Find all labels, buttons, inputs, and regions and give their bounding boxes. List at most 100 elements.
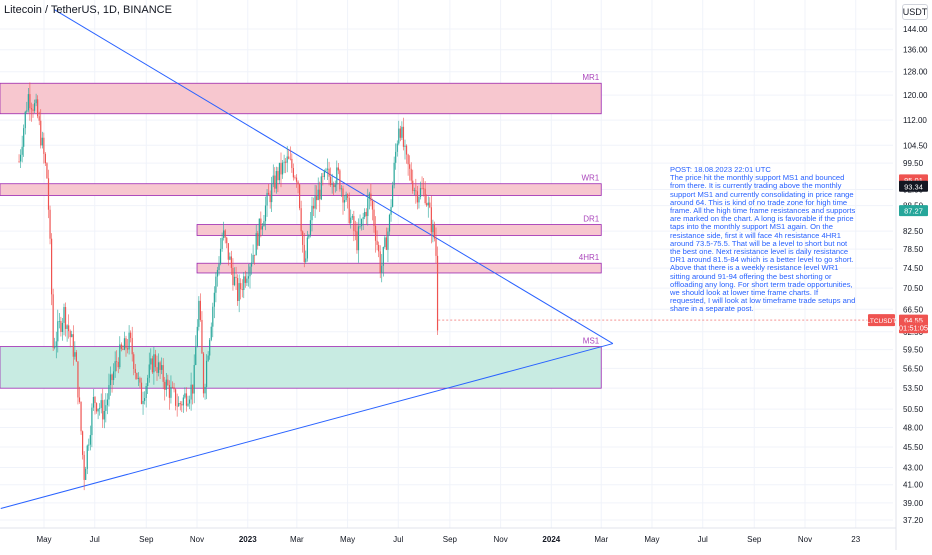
candles [18, 82, 439, 491]
candle-body [173, 387, 175, 390]
candle-body [289, 158, 291, 160]
candle-body [336, 167, 338, 185]
candle-body [333, 184, 335, 188]
candle-body [116, 361, 118, 362]
candle-body [142, 400, 144, 404]
candle-body [232, 267, 234, 286]
y-tick-label: 112.00 [903, 116, 927, 125]
y-tick-label: 104.50 [903, 141, 928, 150]
trendline [0, 343, 614, 509]
candle-body [291, 158, 293, 169]
x-tick-label: May [36, 535, 51, 544]
price-tag [899, 180, 928, 192]
candle-body [18, 161, 20, 162]
candle-body [202, 353, 205, 394]
candle-body [367, 198, 369, 217]
candle-body [78, 397, 81, 402]
price-tag-label: 93.34 [904, 182, 923, 191]
candle-body [209, 339, 211, 356]
candle-body [385, 237, 387, 250]
candle-body [353, 216, 355, 231]
zone-label-4hr1: 4HR1 [579, 253, 600, 262]
y-tick-label: 48.00 [903, 424, 924, 433]
candle-body [331, 184, 333, 186]
candle-body [381, 265, 383, 273]
zone-wr1 [0, 183, 602, 196]
candle-body [81, 431, 84, 455]
candle-body [188, 399, 191, 404]
candle-body [218, 263, 220, 271]
candle-body [316, 196, 318, 201]
candle-body [294, 177, 296, 179]
candle-body [413, 190, 415, 191]
candle-body [148, 364, 150, 378]
candle-body [134, 369, 136, 373]
candle-body [396, 143, 398, 152]
x-tick-label: 2023 [239, 535, 257, 544]
y-tick-label: 53.50 [903, 384, 924, 393]
candle-body [364, 211, 366, 218]
x-tick-label: Sep [747, 535, 762, 544]
candle-body [340, 188, 343, 190]
y-tick-label: 144.00 [903, 25, 928, 34]
candle-body [128, 332, 130, 350]
candle-body [252, 254, 254, 263]
candle-body [250, 262, 253, 267]
candle-body [35, 99, 37, 104]
candle-body [185, 393, 188, 406]
candle-body [68, 325, 70, 332]
x-tick-label: Nov [493, 535, 507, 544]
x-tick-label: Sep [139, 535, 154, 544]
zones: MR1 WR1 DR1 4HR1 MS1 [0, 73, 602, 389]
candle-body [33, 103, 36, 111]
y-tick-label: 99.50 [903, 159, 924, 168]
candle-body [46, 163, 48, 179]
x-tick-label: 23 [851, 535, 860, 544]
candle-body [71, 334, 73, 338]
candle-body [343, 200, 346, 203]
candle-body [92, 396, 95, 408]
candle-body [404, 145, 406, 147]
candle-body [207, 355, 209, 361]
candle-body [164, 381, 166, 390]
candle-body [159, 362, 161, 370]
price-tag [899, 205, 928, 217]
zone-label-mr1: MR1 [582, 73, 599, 82]
candle-body [77, 361, 79, 398]
candle-body [52, 294, 54, 348]
candle-body [391, 185, 394, 207]
candle-body [360, 218, 363, 227]
zone-ms1 [0, 346, 602, 389]
candle-body [241, 289, 243, 291]
candle-body [83, 454, 85, 480]
candle-body [198, 300, 200, 327]
currency-button[interactable]: USDT [902, 4, 928, 20]
candle-body [139, 377, 141, 383]
y-tick-label: 41.00 [903, 481, 924, 490]
candle-body [213, 292, 215, 307]
candle-body [230, 256, 232, 268]
candle-body [130, 332, 132, 339]
candle-body [63, 307, 65, 323]
candle-body [288, 156, 290, 159]
candle-body [286, 156, 288, 163]
zone-label-wr1: WR1 [581, 174, 599, 183]
candle-body [122, 348, 124, 350]
candle-body [402, 126, 405, 147]
symbol-tag-label: LTCUSDT [867, 318, 897, 325]
candle-body [305, 258, 307, 263]
candle-body [278, 162, 281, 181]
candle-body [167, 379, 169, 385]
price-tag [899, 322, 928, 334]
candle-body [40, 120, 42, 146]
candle-body [285, 161, 287, 163]
candle-body [410, 168, 412, 181]
candle-body [47, 178, 50, 210]
candle-body [108, 385, 110, 400]
candle-body [86, 445, 88, 469]
candle-body [319, 189, 321, 200]
candle-body [99, 407, 101, 409]
candle-body [219, 248, 222, 264]
